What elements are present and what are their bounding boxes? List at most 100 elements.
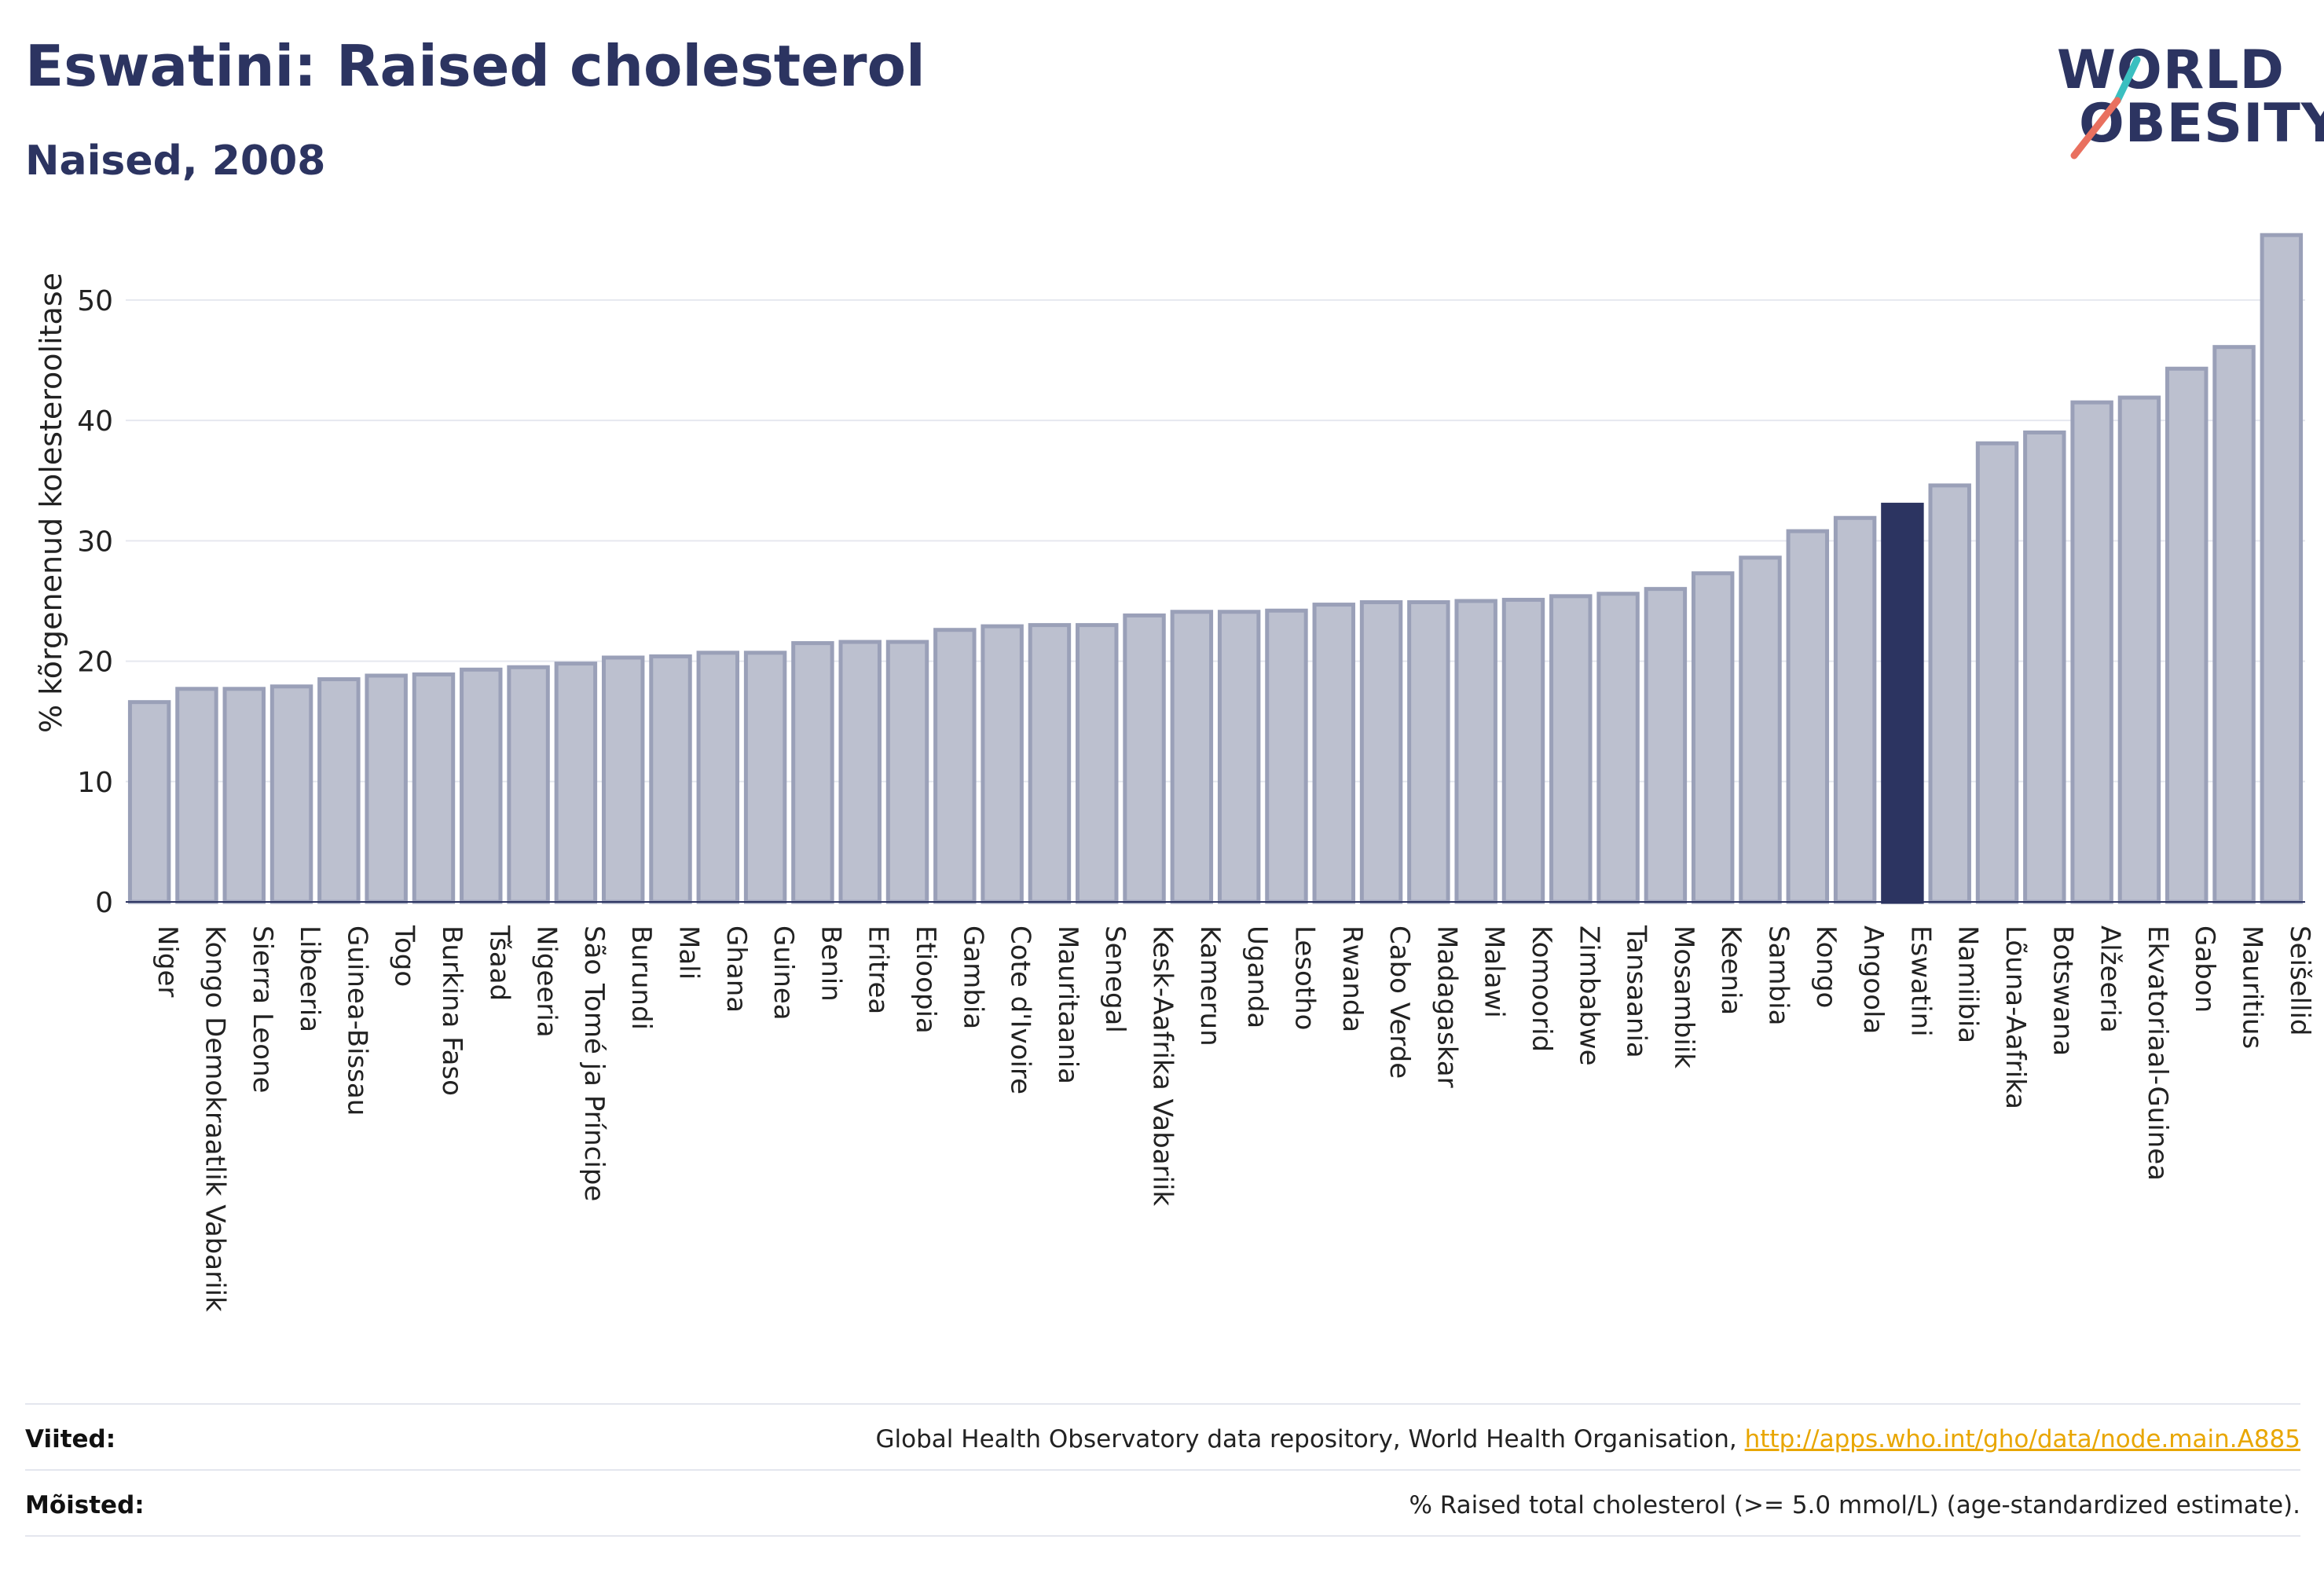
chart-title: Eswatini: Raised cholesterol [25, 33, 926, 99]
bar [269, 684, 313, 904]
sources-value: Global Health Observatory data repositor… [876, 1425, 2300, 1453]
bar [791, 641, 834, 904]
bar [649, 654, 692, 904]
bar [365, 673, 408, 904]
x-tick-label: Gabon [2189, 925, 2220, 1013]
sources-label: Viited: [25, 1425, 116, 1453]
x-tick-label: Madagaskar [1431, 925, 1462, 1088]
x-tick-label: Senegal [1099, 925, 1131, 1033]
y-tick-label: 50 [77, 285, 113, 317]
x-tick-label: Etioopia [910, 925, 941, 1034]
bar [1691, 571, 1735, 904]
y-tick-label: 40 [77, 405, 113, 438]
logo-word-world: WORLD [2057, 39, 2285, 101]
bar [1217, 610, 1261, 904]
y-tick-label: 10 [77, 767, 113, 799]
x-tick-label: Burundi [625, 925, 657, 1030]
footer-definitions-row: Mõisted: % Raised total cholesterol (>= … [25, 1474, 2300, 1537]
x-tick-label: Namiibia [1952, 925, 1984, 1043]
y-tick-label: 30 [77, 526, 113, 558]
bar [1833, 515, 1877, 904]
x-tick-label: Keenia [1715, 925, 1747, 1015]
logo-slash-icon [2070, 56, 2141, 159]
y-tick-label: 20 [77, 647, 113, 679]
x-tick-label: Sambia [1763, 925, 1794, 1025]
bar [412, 672, 456, 904]
footer-sources-row: Viited: Global Health Observatory data r… [25, 1408, 2300, 1471]
x-tick-label: Cote d'Ivoire [1005, 925, 1036, 1094]
definitions-text: % Raised total cholesterol (>= 5.0 mmol/… [1409, 1491, 2300, 1519]
chart-subtitle: Naised, 2008 [25, 137, 326, 185]
bar [1786, 529, 1830, 904]
x-tick-label: Lõuna-Aafrika [2000, 925, 2031, 1109]
x-tick-label: Kongo Demokraatlik Vabariik [199, 925, 230, 1312]
x-tick-label: Mauritaania [1052, 925, 1083, 1084]
x-tick-label: Tšaad [483, 925, 515, 1001]
sources-link[interactable]: http://apps.who.int/gho/data/node.main.A… [1744, 1425, 2300, 1453]
sources-text: Global Health Observatory data repositor… [875, 1425, 1737, 1453]
x-tick-label: Alžeeria [2095, 925, 2126, 1033]
x-tick-label: Guinea [768, 925, 799, 1021]
x-tick-label: São Tomé ja Príncipe [578, 925, 610, 1201]
x-tick-label: Guinea-Bissau [341, 925, 372, 1116]
bar [696, 651, 740, 904]
bar [981, 624, 1024, 904]
footer-divider-bottom [25, 1535, 2300, 1537]
bar [1170, 610, 1214, 904]
bar [885, 640, 929, 904]
x-tick-label: Malawi [1479, 925, 1510, 1018]
bar [2023, 430, 2066, 904]
footer-divider-top [25, 1403, 2300, 1405]
x-axis-labels: Niger Kongo Demokraatlik Vabariik Sierra L… [152, 925, 2315, 1312]
x-tick-label: Ghana [720, 925, 752, 1013]
x-tick-label: Lesotho [1288, 925, 1320, 1030]
x-tick-label: Benin [815, 925, 846, 1002]
bar [838, 640, 882, 904]
bar [2165, 366, 2209, 904]
bar [317, 677, 361, 904]
bar [1454, 599, 1497, 904]
x-tick-label: Mosambiik [1668, 925, 1699, 1068]
y-tick-label: 0 [95, 887, 113, 919]
x-tick-label: Ekvatoriaal-Guinea [2142, 925, 2173, 1181]
bar [127, 700, 171, 904]
bar [1975, 441, 2019, 904]
x-tick-label: Mali [673, 925, 705, 980]
x-tick-label: Tansaania [1621, 925, 1652, 1058]
x-tick-label: Kongo [1810, 925, 1842, 1008]
x-tick-label: Angoola [1857, 925, 1889, 1034]
x-tick-label: Kamerun [1194, 925, 1226, 1046]
x-tick-label: Nigeeria [531, 925, 563, 1038]
x-tick-label: Komoorid [1526, 925, 1557, 1052]
bar [743, 651, 787, 904]
x-tick-label: Gambia [957, 925, 988, 1029]
definitions-label: Mõisted: [25, 1491, 145, 1519]
x-tick-label: Rwanda [1336, 925, 1368, 1032]
bar [933, 628, 977, 904]
x-tick-label: Uganda [1241, 925, 1273, 1028]
bar [1265, 608, 1308, 904]
x-tick-label: Togo [389, 925, 420, 987]
bar [1596, 592, 1640, 904]
bar [460, 667, 503, 904]
x-tick-label: Kesk-Aafrika Vabariik [1147, 925, 1178, 1206]
bar [1076, 623, 1119, 904]
bar-chart: 0 10 20 30 40 50 Niger Kongo Demokraatlik Vaba… [34, 233, 2315, 1312]
bar [1549, 594, 1593, 904]
bars [127, 233, 2304, 904]
bar-highlighted [1881, 502, 1924, 904]
footer-divider-middle [25, 1469, 2300, 1471]
bar [2117, 395, 2161, 904]
x-tick-label: Mauritius [2237, 925, 2268, 1049]
bar [1501, 597, 1545, 904]
bar [601, 655, 645, 904]
bar [1028, 623, 1072, 904]
bar [1928, 483, 1971, 904]
bar [1123, 613, 1166, 904]
bar [222, 687, 266, 904]
world-obesity-logo: WORLD OBESITY [2043, 31, 2324, 165]
y-axis-label: % kõrgenenud kolesteroolitase [34, 273, 68, 733]
x-tick-label: Libeeria [294, 925, 325, 1032]
x-tick-label: Niger [152, 925, 183, 997]
bar [1407, 599, 1450, 904]
